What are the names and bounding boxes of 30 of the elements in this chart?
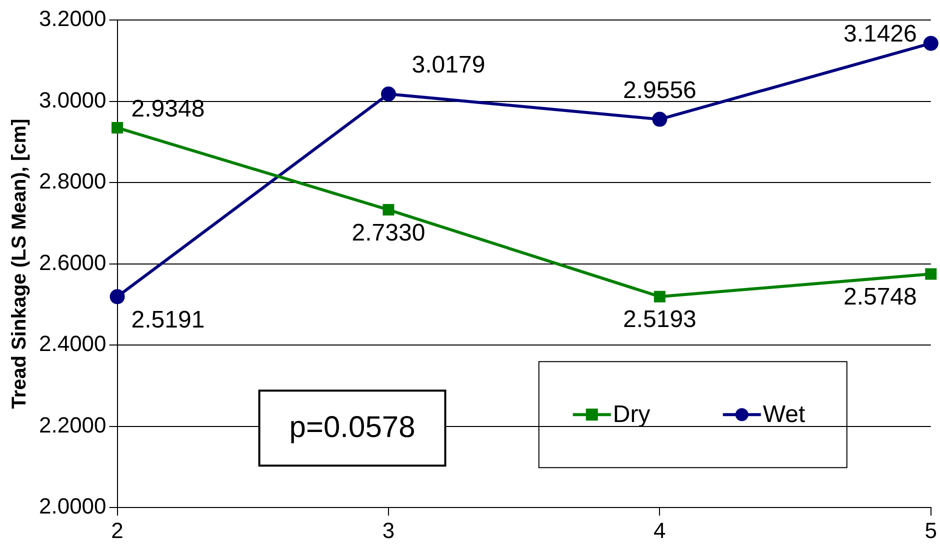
point xyxy=(112,122,124,134)
y-tick-label: 3.0000 xyxy=(38,87,106,112)
data-label: 2.5193 xyxy=(622,306,696,334)
y-tick-label: 2.6000 xyxy=(38,250,106,275)
y-tick-label: 2.2000 xyxy=(38,412,106,438)
point xyxy=(382,204,394,216)
data-label: 2.5748 xyxy=(843,284,917,311)
point xyxy=(652,112,668,127)
point xyxy=(923,36,938,51)
annotation: p=0.0578 xyxy=(289,410,416,444)
data-label: 3.0179 xyxy=(412,52,486,79)
data-label: 2.7330 xyxy=(352,219,426,246)
y-tick-label: 2.0000 xyxy=(38,494,106,519)
point xyxy=(654,290,666,302)
x-tick-label: 3 xyxy=(382,518,395,543)
x-tick-label: 5 xyxy=(924,518,938,543)
legend-label: Dry xyxy=(612,401,650,428)
data-label: 3.1426 xyxy=(843,20,917,48)
y-tick-label: 3.2000 xyxy=(38,6,106,32)
point xyxy=(925,268,937,280)
x-tick-label: 4 xyxy=(654,518,666,543)
legend-label: Wet xyxy=(762,401,806,428)
y-axis-title: Tread Sinkage (LS Mean), [cm] xyxy=(8,118,31,409)
y-tick-label: 2.8000 xyxy=(38,168,106,194)
x-tick-label: 2 xyxy=(111,518,124,543)
data-label: 2.5191 xyxy=(131,306,205,334)
point xyxy=(110,289,125,304)
y-tick-label: 2.4000 xyxy=(38,331,106,356)
point xyxy=(380,86,396,102)
data-label: 2.9556 xyxy=(622,76,696,104)
